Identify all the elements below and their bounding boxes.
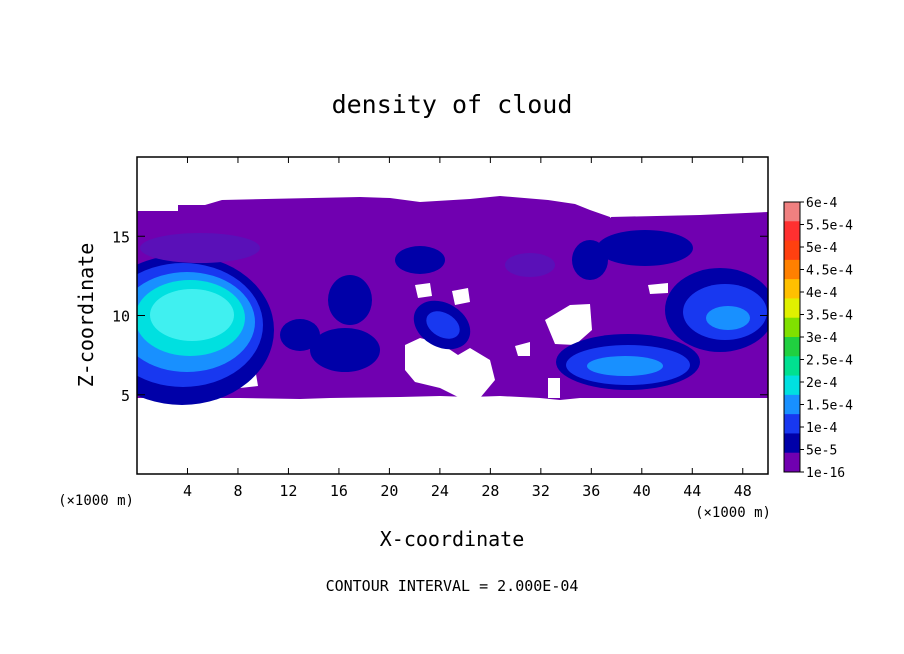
- x-tick-label: 8: [233, 482, 242, 500]
- x-tick-label: 40: [633, 482, 651, 500]
- y-tick-label: 10: [112, 308, 130, 326]
- x-tick-label: 4: [183, 482, 192, 500]
- x-tick-label: 36: [582, 482, 600, 500]
- colorbar-swatch: [784, 394, 800, 415]
- y-tick-label: 15: [112, 228, 130, 246]
- colorbar-label: 2e-4: [806, 376, 837, 391]
- colorbar-swatch: [784, 452, 800, 473]
- colorbar-swatch: [784, 279, 800, 299]
- x-tick-label: 12: [279, 482, 297, 500]
- colorbar-label: 3e-4: [806, 331, 837, 346]
- colorbar-label: 1.5e-4: [806, 399, 853, 414]
- colorbar-label: 4.5e-4: [806, 264, 853, 279]
- colorbar-swatch: [784, 202, 800, 222]
- colorbar-label: 3.5e-4: [806, 309, 853, 324]
- colorbar-swatch: [784, 375, 800, 396]
- colorbar-label: 4e-4: [806, 286, 837, 301]
- colorbar-swatch: [784, 298, 800, 319]
- x-tick-label: 44: [683, 482, 701, 500]
- colorbar-swatch: [784, 356, 800, 377]
- x-unit-left: (×1000 m): [58, 493, 134, 509]
- colorbar-swatch: [784, 337, 800, 357]
- x-tick-label: 48: [734, 482, 752, 500]
- x-tick-label: 16: [330, 482, 348, 500]
- plot-area: [137, 196, 768, 405]
- colorbar-swatch: [784, 414, 800, 434]
- colorbar-label: 1e-4: [806, 421, 837, 436]
- colorbar-swatch: [784, 240, 800, 261]
- x-tick-label: 20: [380, 482, 398, 500]
- colorbar-label: 5.5e-4: [806, 219, 853, 234]
- x-unit-right: (×1000 m): [695, 505, 771, 521]
- colorbar-label: 5e-4: [806, 241, 837, 256]
- colorbar-label: 1e-16: [806, 466, 845, 481]
- y-tick-label: 5: [121, 387, 130, 405]
- y-axis-ticks: 5 10 15: [112, 228, 768, 405]
- chart-title: density of cloud: [332, 90, 573, 119]
- colorbar-swatch: [784, 259, 800, 280]
- y-axis-label: Z-coordinate: [74, 243, 98, 388]
- contour-interval-note: CONTOUR INTERVAL = 2.000E-04: [326, 577, 579, 595]
- colorbar-label: 2.5e-4: [806, 354, 853, 369]
- colorbar-label: 6e-4: [806, 196, 837, 211]
- colorbar-swatch: [784, 433, 800, 454]
- x-axis-ticks: 4 8 12 16 20 24 28 32 36 40 44 48: [183, 157, 752, 500]
- x-tick-label: 24: [431, 482, 449, 500]
- x-tick-label: 28: [481, 482, 499, 500]
- density-features: [137, 230, 768, 405]
- colorbar: 6e-4 5.5e-4 5e-4 4.5e-4 4e-4 3.5e-4 3e-4 2.5e-4…: [783, 196, 853, 481]
- colorbar-swatch: [784, 317, 800, 338]
- colorbar-swatch: [784, 221, 800, 242]
- x-tick-label: 32: [532, 482, 550, 500]
- colorbar-label: 5e-5: [806, 444, 837, 459]
- x-axis-label: X-coordinate: [380, 527, 525, 551]
